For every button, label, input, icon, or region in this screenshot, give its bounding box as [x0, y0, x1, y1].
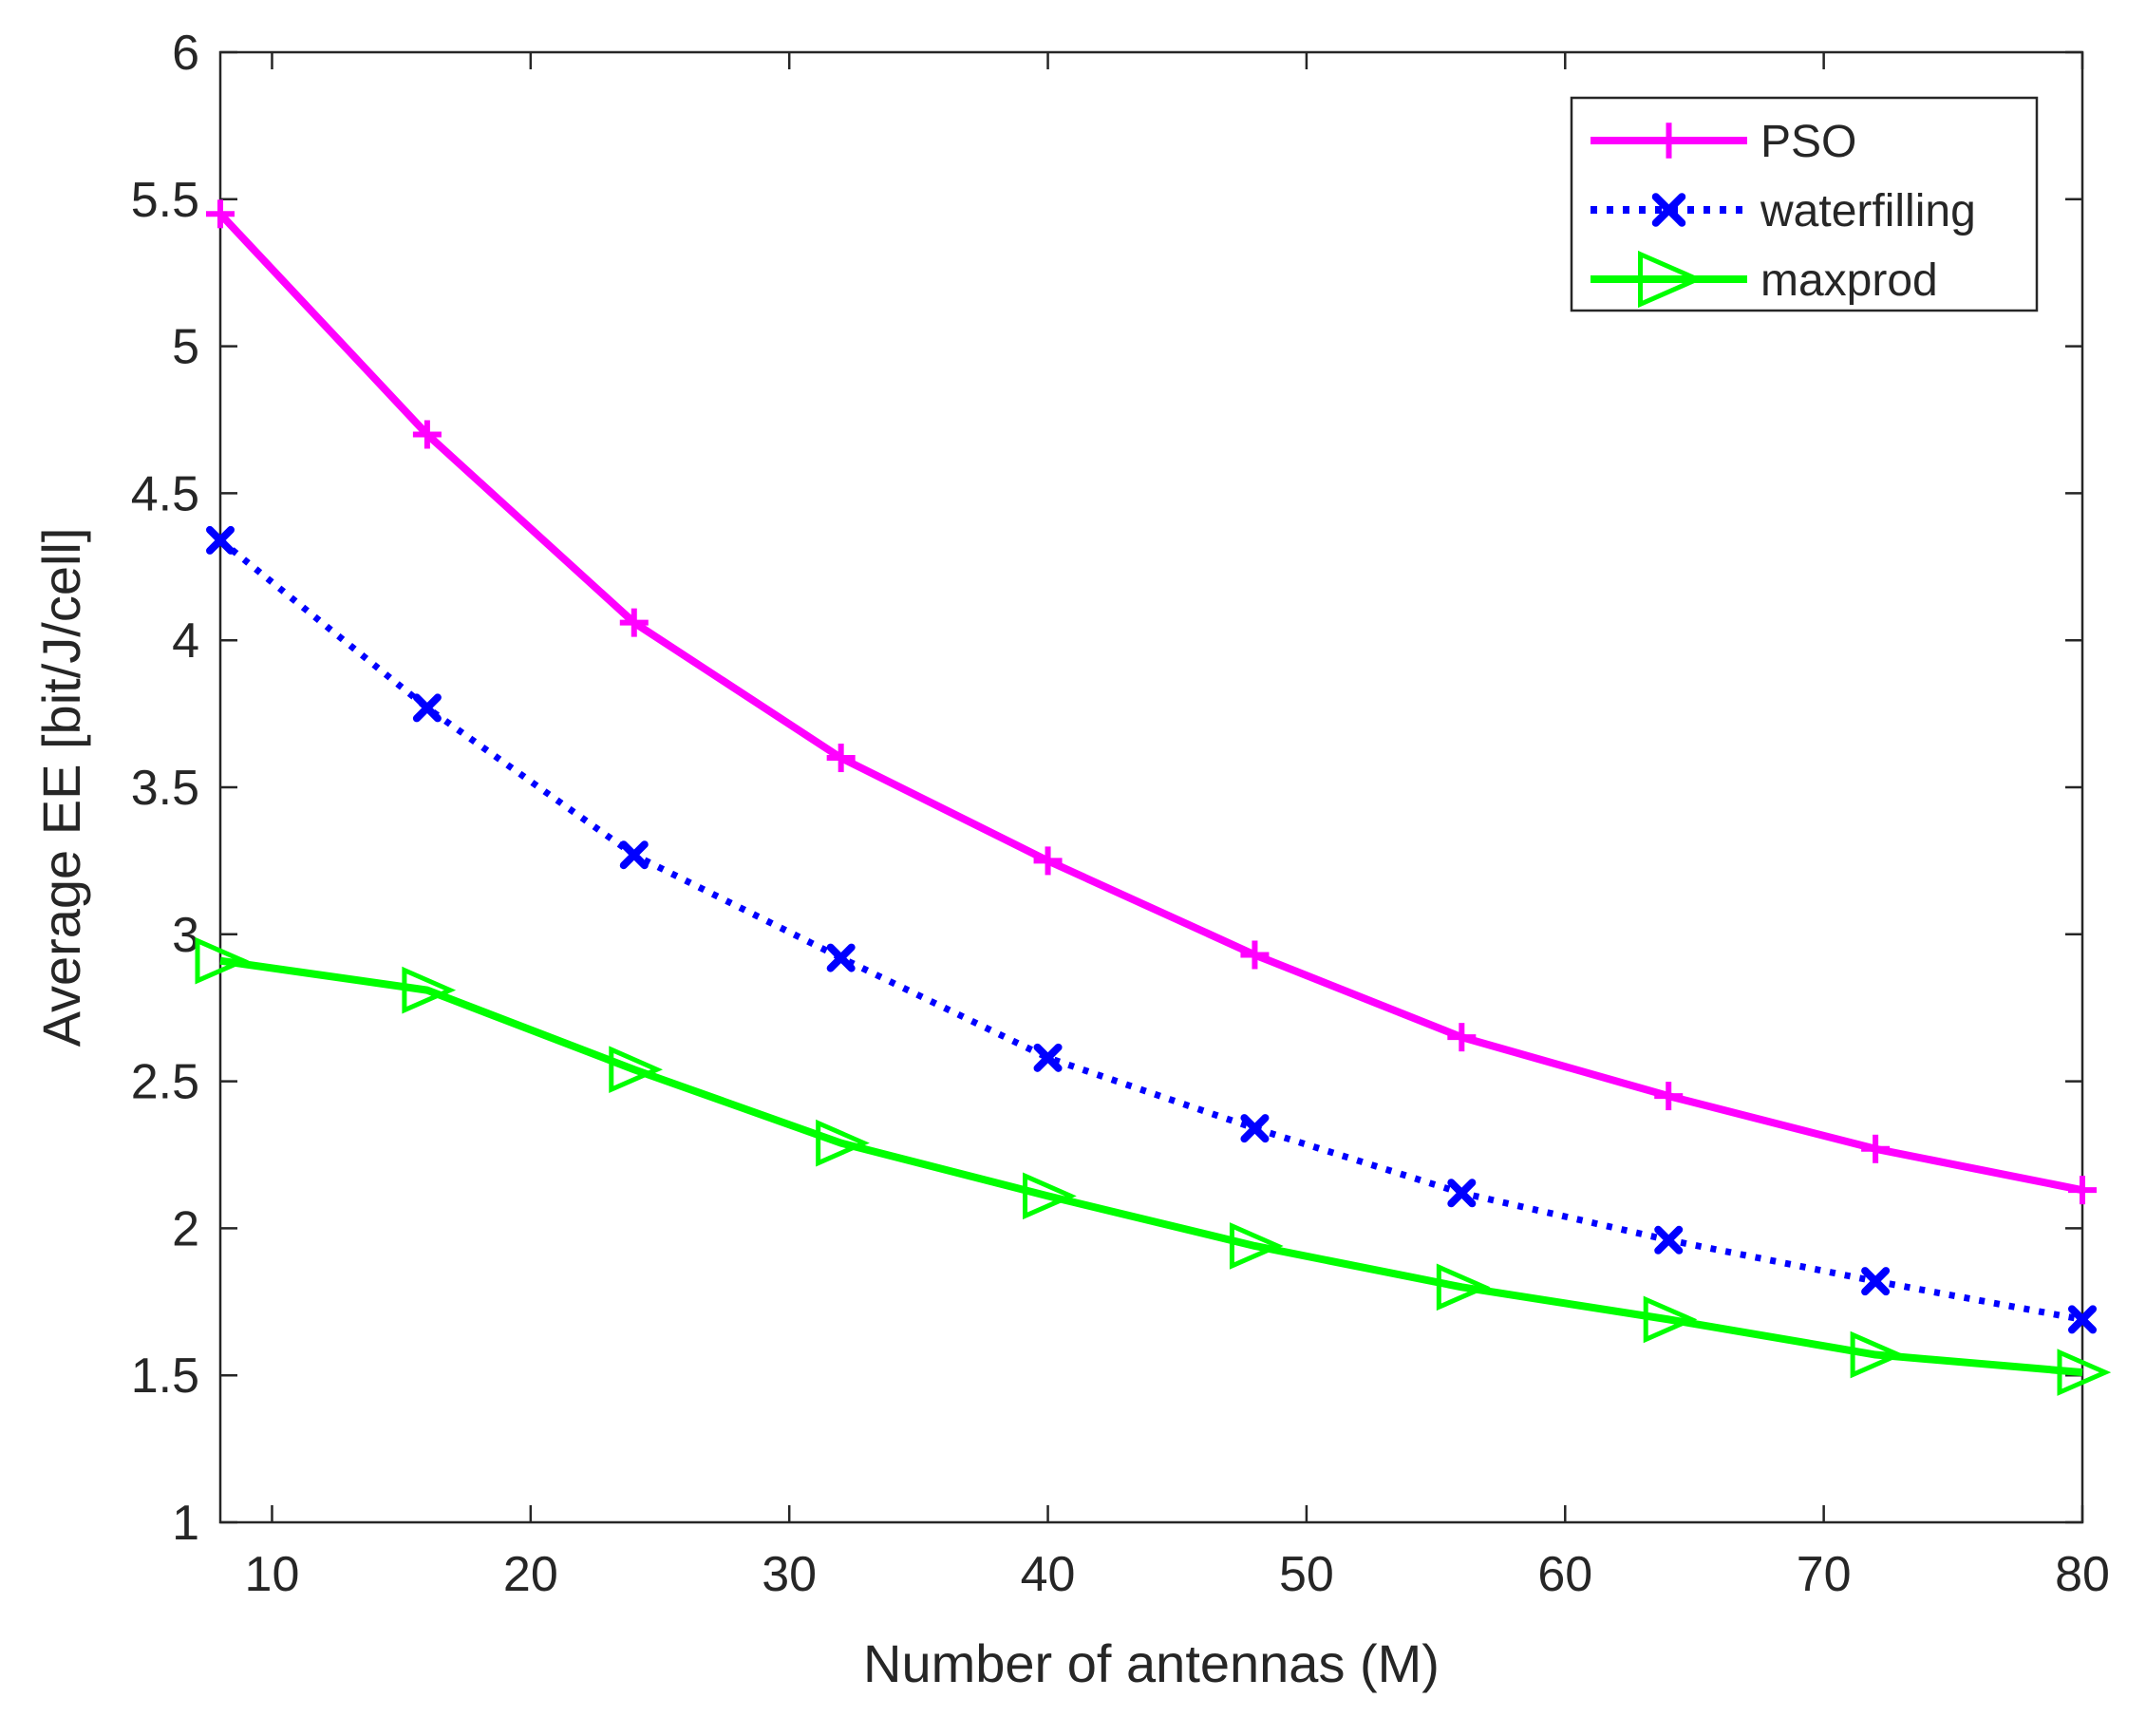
legend: PSO waterfilling maxprod: [1570, 96, 2039, 312]
data-point-maxprod: [816, 1119, 870, 1167]
y-tick-label: 3.5: [131, 761, 199, 816]
data-point-pso: [1447, 1023, 1477, 1052]
data-point-pso: [1861, 1134, 1891, 1163]
legend-label-pso: PSO: [1760, 117, 1856, 167]
data-point-waterfilling: [1240, 1114, 1270, 1143]
data-point-pso: [2068, 1176, 2097, 1205]
data-point-maxprod: [1023, 1172, 1077, 1220]
x-tick-label: 30: [762, 1547, 817, 1602]
legend-item-pso: PSO: [1591, 117, 1856, 167]
data-point-waterfilling: [412, 693, 442, 723]
data-point-maxprod: [609, 1046, 664, 1094]
data-point-pso: [1654, 1082, 1684, 1111]
series-waterfilling: [206, 525, 2097, 1334]
axis-tick-labels: 10 20 30 40 50 60 70 80 1 1.5 2 2.5 3 3.5 4 4.5 5 5.5 6: [131, 26, 2110, 1602]
x-tick-label: 10: [245, 1547, 300, 1602]
data-point-waterfilling: [1654, 1225, 1684, 1255]
y-tick-label: 4.5: [131, 466, 199, 521]
legend-item-maxprod: maxprod: [1591, 250, 1938, 309]
legend-marker-pso: [1650, 123, 1687, 159]
y-tick-label: 5: [172, 320, 199, 375]
y-tick-label: 3: [172, 908, 199, 963]
data-point-pso: [619, 608, 649, 637]
series-pso: [206, 199, 2097, 1205]
data-point-maxprod: [2057, 1349, 2112, 1396]
x-tick-label: 40: [1021, 1547, 1076, 1602]
x-tick-label: 80: [2055, 1547, 2110, 1602]
data-point-waterfilling: [206, 525, 235, 555]
series-layer: [195, 199, 2112, 1396]
y-tick-label: 2.5: [131, 1055, 199, 1110]
data-point-maxprod: [402, 966, 457, 1014]
data-point-waterfilling: [619, 840, 649, 870]
series-line-pso: [217, 211, 2083, 1195]
data-point-pso: [1240, 940, 1270, 970]
x-tick-label: 50: [1279, 1547, 1334, 1602]
data-point-maxprod: [1850, 1330, 1905, 1379]
data-point-waterfilling: [1033, 1043, 1063, 1072]
x-axis-title: Number of antennas (M): [863, 1633, 1440, 1693]
data-point-pso: [826, 744, 856, 773]
legend-marker-maxprod: [1638, 250, 1704, 309]
data-point-pso: [206, 199, 235, 229]
data-point-pso: [1033, 846, 1063, 876]
data-point-waterfilling: [1861, 1267, 1891, 1296]
y-tick-label: 1: [172, 1496, 199, 1551]
x-tick-label: 60: [1537, 1547, 1592, 1602]
series-line-waterfilling: [217, 538, 2083, 1323]
legend-label-waterfilling: waterfilling: [1760, 186, 1976, 236]
legend-marker-waterfilling: [1651, 193, 1686, 227]
legend-label-maxprod: maxprod: [1760, 255, 1938, 306]
y-axis-title: Average EE [bit/J/cell]: [31, 528, 91, 1047]
axis-ticks: [220, 50, 2084, 1524]
data-point-maxprod: [1643, 1295, 1698, 1344]
data-point-maxprod: [1436, 1263, 1491, 1311]
x-tick-label: 70: [1797, 1547, 1852, 1602]
y-tick-label: 4: [172, 613, 199, 669]
data-point-waterfilling: [826, 943, 856, 972]
legend-item-waterfilling: waterfilling: [1591, 186, 1976, 236]
data-point-waterfilling: [1447, 1179, 1477, 1208]
data-point-waterfilling: [2068, 1305, 2097, 1334]
y-tick-label: 2: [172, 1201, 199, 1256]
data-point-maxprod: [195, 936, 250, 985]
data-point-pso: [412, 420, 442, 449]
y-tick-label: 1.5: [131, 1349, 199, 1404]
y-tick-label: 5.5: [131, 173, 199, 228]
series-maxprod: [195, 936, 2112, 1396]
series-line-maxprod: [219, 956, 2083, 1377]
data-point-maxprod: [1229, 1222, 1284, 1270]
legend-box: [1570, 96, 2039, 312]
y-tick-label: 6: [172, 26, 199, 81]
x-tick-label: 20: [503, 1547, 558, 1602]
